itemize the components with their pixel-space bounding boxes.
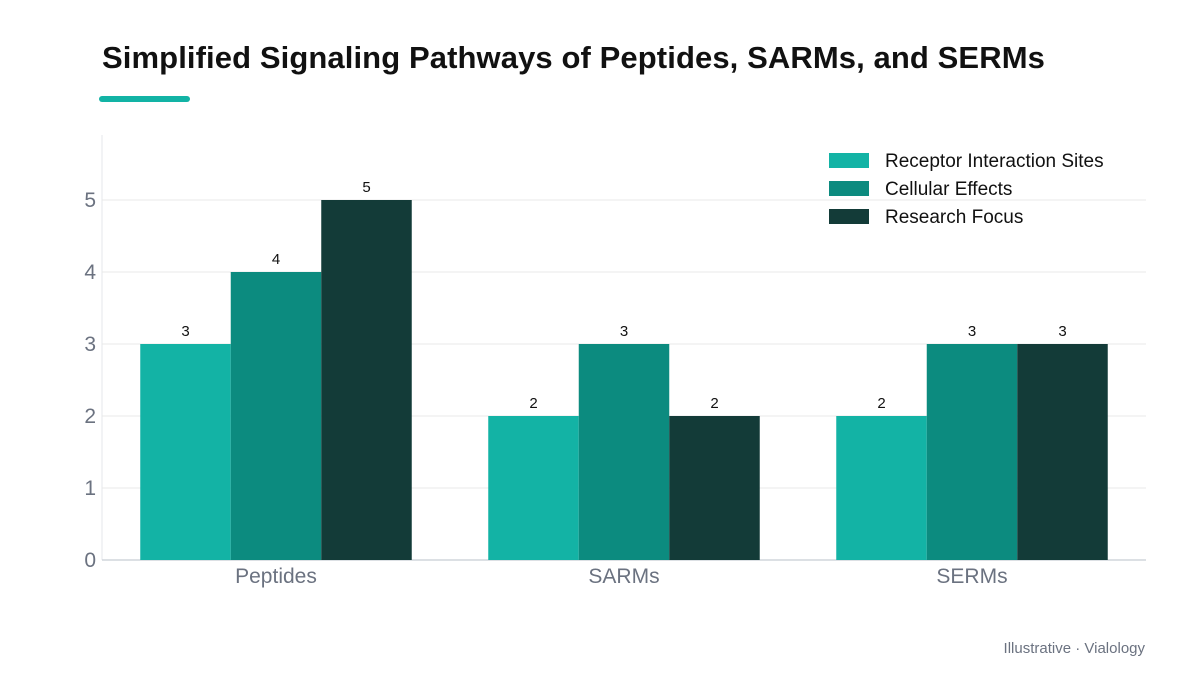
data-label: 3 bbox=[1058, 323, 1066, 340]
data-label: 2 bbox=[710, 395, 718, 412]
bar bbox=[321, 200, 412, 560]
bar bbox=[926, 344, 1018, 560]
data-label: 3 bbox=[181, 323, 189, 340]
bar bbox=[1017, 344, 1108, 560]
source-footer: Illustrative · Vialology bbox=[1003, 640, 1145, 657]
y-tick-label: 5 bbox=[84, 189, 96, 212]
chart-title: Simplified Signaling Pathways of Peptide… bbox=[102, 40, 1045, 75]
y-tick-label: 0 bbox=[84, 549, 96, 572]
legend-swatch bbox=[829, 153, 869, 168]
title-accent-bar bbox=[99, 96, 190, 102]
x-tick-label: Peptides bbox=[235, 565, 317, 588]
bar bbox=[669, 416, 760, 560]
y-tick-label: 4 bbox=[84, 261, 96, 284]
data-label: 3 bbox=[968, 323, 976, 340]
y-tick-label: 2 bbox=[84, 405, 96, 428]
bar bbox=[578, 344, 670, 560]
bar bbox=[488, 416, 579, 560]
legend-label: Research Focus bbox=[885, 207, 1023, 228]
legend-swatch bbox=[829, 181, 869, 196]
y-tick-label: 1 bbox=[84, 477, 96, 500]
x-tick-label: SARMs bbox=[588, 565, 659, 588]
data-label: 4 bbox=[272, 251, 280, 268]
y-tick-label: 3 bbox=[84, 333, 96, 356]
data-label: 2 bbox=[529, 395, 537, 412]
bar bbox=[140, 344, 231, 560]
legend-label: Receptor Interaction Sites bbox=[885, 151, 1104, 172]
data-label: 3 bbox=[620, 323, 628, 340]
data-label: 5 bbox=[362, 179, 370, 196]
x-tick-label: SERMs bbox=[936, 565, 1007, 588]
bar bbox=[836, 416, 927, 560]
data-label: 2 bbox=[877, 395, 885, 412]
legend-label: Cellular Effects bbox=[885, 179, 1012, 200]
bar bbox=[230, 272, 322, 560]
legend-swatch bbox=[829, 209, 869, 224]
